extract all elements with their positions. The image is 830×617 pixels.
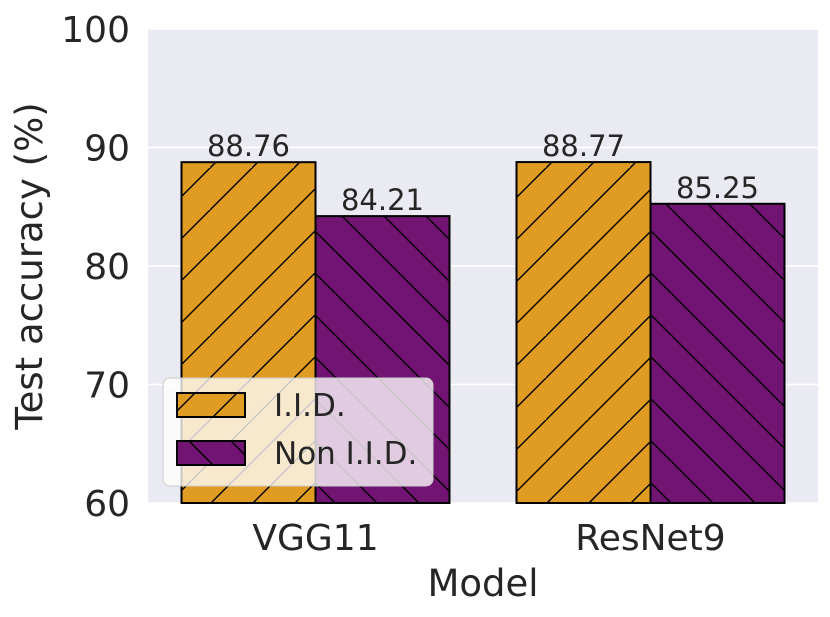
legend-label: Non I.I.D. (274, 436, 417, 472)
y-tick-label: 70 (84, 366, 130, 407)
bar-value-label: 88.77 (542, 129, 625, 163)
bar-value-label: 88.76 (207, 129, 290, 163)
bar (515, 161, 652, 504)
y-tick-label: 60 (84, 484, 130, 525)
legend-label: I.I.D. (274, 388, 346, 424)
y-tick-label: 100 (61, 10, 130, 51)
y-tick-label: 80 (84, 247, 130, 288)
x-tick-label: VGG11 (252, 518, 378, 559)
legend-swatch (176, 440, 246, 466)
bar (649, 202, 786, 504)
x-axis-title: Model (427, 562, 538, 605)
bar-value-label: 84.21 (341, 183, 424, 217)
y-axis-ticks: 60 70 80 90 100 (61, 10, 130, 525)
bar-value-label: 85.25 (676, 171, 759, 205)
x-tick-label: ResNet9 (575, 518, 725, 559)
y-axis-title: Test accuracy (%) (8, 102, 51, 430)
y-tick-label: 90 (84, 129, 130, 170)
x-axis-ticks: VGG11 ResNet9 (252, 518, 725, 559)
legend: I.I.D. Non I.I.D. (162, 377, 434, 487)
legend-swatch (176, 392, 246, 418)
